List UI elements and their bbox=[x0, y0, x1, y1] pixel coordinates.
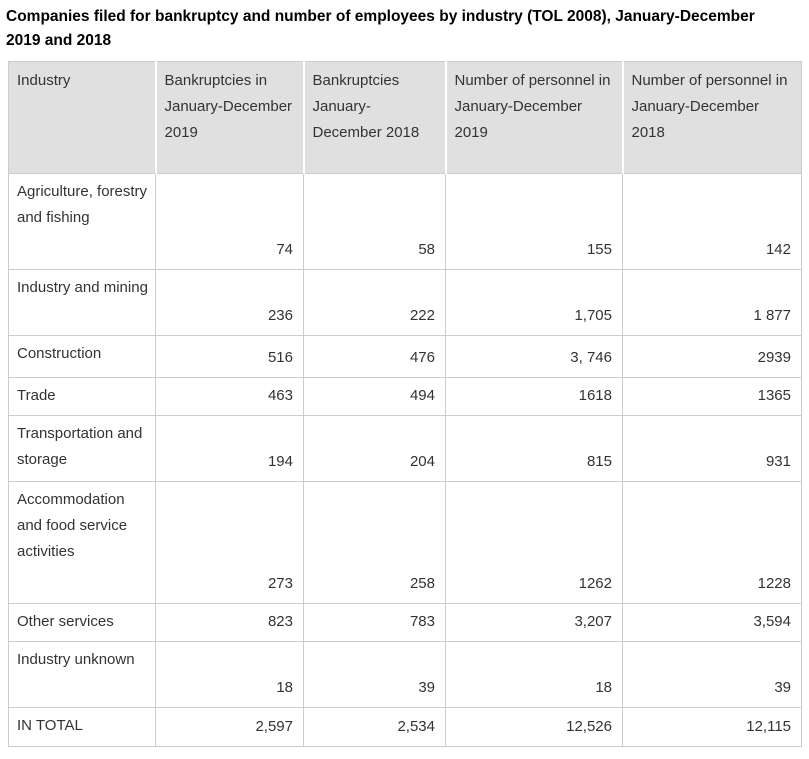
value-cell: 3, 746 bbox=[445, 335, 623, 378]
value-cell: 39 bbox=[622, 641, 802, 708]
industry-cell: Accommodation and food service activitie… bbox=[8, 481, 156, 604]
value-cell: 58 bbox=[303, 173, 446, 270]
industry-cell: Industry and mining bbox=[8, 269, 156, 336]
value-cell: 815 bbox=[445, 415, 623, 482]
value-cell: 1 877 bbox=[622, 269, 802, 336]
value-cell: 3,594 bbox=[622, 603, 802, 642]
value-cell: 823 bbox=[155, 603, 304, 642]
column-header-bankruptcies-2018: Bankruptcies January-December 2018 bbox=[302, 61, 446, 174]
value-cell: 1228 bbox=[622, 481, 802, 604]
industry-cell: Other services bbox=[8, 603, 156, 642]
value-cell: 1618 bbox=[445, 377, 623, 416]
value-cell: 2,534 bbox=[303, 707, 446, 747]
industry-cell: Industry unknown bbox=[8, 641, 156, 708]
value-cell: 142 bbox=[622, 173, 802, 270]
value-cell: 476 bbox=[303, 335, 446, 378]
value-cell: 222 bbox=[303, 269, 446, 336]
value-cell: 2939 bbox=[622, 335, 802, 378]
industry-cell: Transportation and storage bbox=[8, 415, 156, 482]
value-cell: 1,705 bbox=[445, 269, 623, 336]
value-cell: 273 bbox=[155, 481, 304, 604]
value-cell: 516 bbox=[155, 335, 304, 378]
table-row: Accommodation and food service activitie… bbox=[8, 481, 802, 604]
value-cell: 194 bbox=[155, 415, 304, 482]
value-cell: 258 bbox=[303, 481, 446, 604]
industry-cell: Trade bbox=[8, 377, 156, 416]
table-row: Industry unknown 18 39 18 39 bbox=[8, 641, 802, 708]
value-cell: 39 bbox=[303, 641, 446, 708]
column-header-industry: Industry bbox=[8, 61, 156, 174]
table-row-total: IN TOTAL 2,597 2,534 12,526 12,115 bbox=[8, 707, 802, 747]
value-cell: 12,526 bbox=[445, 707, 623, 747]
value-cell: 1262 bbox=[445, 481, 623, 604]
value-cell: 74 bbox=[155, 173, 304, 270]
table-row: Transportation and storage 194 204 815 9… bbox=[8, 415, 802, 482]
value-cell: 155 bbox=[445, 173, 623, 270]
table-row: Industry and mining 236 222 1,705 1 877 bbox=[8, 269, 802, 336]
bankruptcies-table: Industry Bankruptcies in January-Decembe… bbox=[8, 61, 802, 747]
column-header-personnel-2018: Number of personnel in January-December … bbox=[621, 61, 802, 174]
value-cell: 931 bbox=[622, 415, 802, 482]
table-row: Construction 516 476 3, 746 2939 bbox=[8, 335, 802, 378]
industry-cell: Agriculture, forestry and fishing bbox=[8, 173, 156, 270]
column-header-bankruptcies-2019: Bankruptcies in January-December 2019 bbox=[154, 61, 304, 174]
value-cell: 3,207 bbox=[445, 603, 623, 642]
table-row: Trade 463 494 1618 1365 bbox=[8, 377, 802, 416]
value-cell: 783 bbox=[303, 603, 446, 642]
table-row: Agriculture, forestry and fishing 74 58 … bbox=[8, 173, 802, 270]
industry-cell: Construction bbox=[8, 335, 156, 378]
column-header-personnel-2019: Number of personnel in January-December … bbox=[444, 61, 623, 174]
value-cell: 236 bbox=[155, 269, 304, 336]
value-cell: 12,115 bbox=[622, 707, 802, 747]
value-cell: 1365 bbox=[622, 377, 802, 416]
value-cell: 494 bbox=[303, 377, 446, 416]
value-cell: 18 bbox=[445, 641, 623, 708]
table-header-row: Industry Bankruptcies in January-Decembe… bbox=[8, 61, 802, 174]
page-title: Companies filed for bankruptcy and numbe… bbox=[6, 8, 755, 49]
value-cell: 463 bbox=[155, 377, 304, 416]
value-cell: 2,597 bbox=[155, 707, 304, 747]
industry-cell: IN TOTAL bbox=[8, 707, 156, 747]
value-cell: 204 bbox=[303, 415, 446, 482]
table-row: Other services 823 783 3,207 3,594 bbox=[8, 603, 802, 642]
value-cell: 18 bbox=[155, 641, 304, 708]
